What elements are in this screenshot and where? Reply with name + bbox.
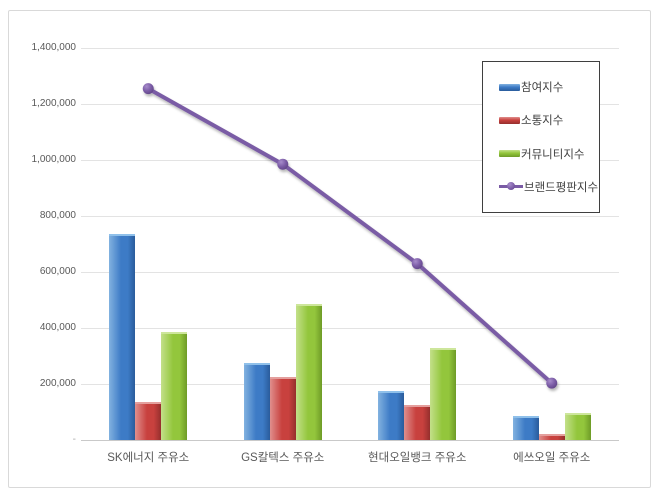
legend-item: 커뮤니티지수 bbox=[499, 146, 599, 162]
legend-label: 참여지수 bbox=[521, 82, 564, 95]
bar-커뮤니티지수 bbox=[430, 347, 457, 440]
bar-참여지수 bbox=[109, 234, 136, 440]
bar-커뮤니티지수 bbox=[564, 412, 591, 440]
legend-label: 소통지수 bbox=[521, 115, 564, 128]
legend-line-marker-swatch-icon bbox=[499, 181, 523, 192]
bar-소통지수 bbox=[269, 377, 296, 440]
legend-item: 소통지수 bbox=[499, 112, 599, 128]
bar-소통지수 bbox=[135, 402, 162, 440]
bar-참여지수 bbox=[378, 391, 405, 440]
legend-label: 커뮤니티지수 bbox=[521, 148, 585, 161]
y-axis-tick-label: 800,000 bbox=[39, 210, 76, 221]
legend-item: 참여지수 bbox=[499, 79, 599, 95]
legend-bar-swatch-icon bbox=[499, 83, 520, 91]
y-axis-tick-label: 1,200,000 bbox=[31, 98, 77, 109]
y-gridline bbox=[81, 216, 619, 217]
bar-소통지수 bbox=[404, 405, 431, 440]
bar-참여지수 bbox=[512, 416, 539, 440]
y-axis-tick-label: 200,000 bbox=[39, 378, 76, 389]
y-gridline bbox=[81, 272, 619, 273]
y-axis-tick-label: - bbox=[72, 434, 76, 445]
y-gridline bbox=[81, 328, 619, 329]
x-axis-line bbox=[81, 440, 619, 441]
y-axis-tick-label: 1,400,000 bbox=[31, 42, 77, 53]
bar-커뮤니티지수 bbox=[295, 304, 322, 440]
legend-bar-swatch-icon bbox=[499, 116, 520, 124]
x-axis-category-label: SK에너지 주유소 bbox=[107, 452, 190, 464]
y-gridline bbox=[81, 48, 619, 49]
x-axis-category-label: GS칼텍스 주유소 bbox=[241, 452, 325, 464]
x-axis-category-label: 에쓰오일 주유소 bbox=[513, 452, 591, 464]
y-axis-tick-label: 400,000 bbox=[39, 322, 76, 333]
y-axis-tick-label: 1,000,000 bbox=[31, 154, 77, 165]
y-axis-tick-label: 600,000 bbox=[39, 266, 76, 277]
x-axis-category-label: 현대오일뱅크 주유소 bbox=[368, 452, 467, 464]
legend-item: 브랜드평판지수 bbox=[499, 179, 599, 195]
bar-참여지수 bbox=[243, 363, 270, 440]
bar-커뮤니티지수 bbox=[161, 332, 188, 440]
legend-label: 브랜드평판지수 bbox=[524, 181, 599, 194]
legend-bar-swatch-icon bbox=[499, 150, 520, 158]
legend-marker-dot-icon bbox=[507, 182, 515, 191]
bar-소통지수 bbox=[538, 434, 565, 440]
